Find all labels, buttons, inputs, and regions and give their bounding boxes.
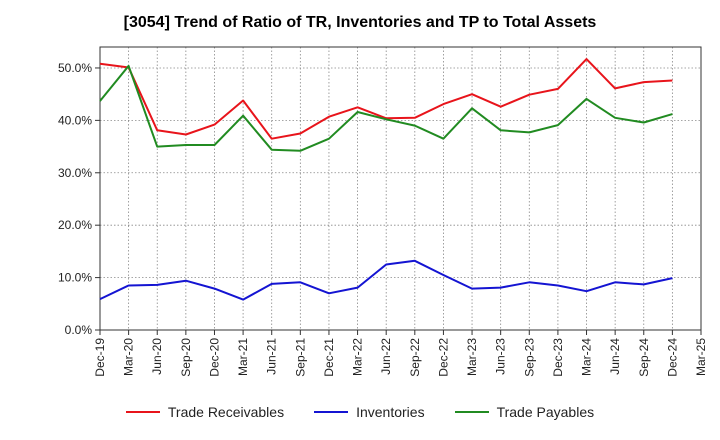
y-tick-label: 10.0% — [58, 271, 92, 285]
x-tick-label: Dec-20 — [207, 338, 221, 377]
x-tick-label: Dec-19 — [93, 338, 107, 377]
legend: Trade Receivables Inventories Trade Payabl… — [0, 404, 720, 420]
x-tick-label: Mar-20 — [122, 338, 136, 376]
x-tick-label: Dec-23 — [551, 338, 565, 377]
x-tick-label: Sep-24 — [637, 338, 651, 377]
legend-label: Inventories — [356, 404, 425, 420]
x-tick-label: Mar-24 — [580, 338, 594, 376]
legend-label: Trade Receivables — [167, 404, 285, 420]
x-tick-label: Jun-24 — [608, 338, 622, 375]
y-tick-label: 50.0% — [58, 61, 92, 75]
x-tick-label: Sep-22 — [408, 338, 422, 377]
x-tick-label: Jun-23 — [494, 338, 508, 375]
y-tick-label: 40.0% — [58, 113, 92, 127]
y-tick-label: 20.0% — [58, 218, 92, 232]
x-tick-label: Mar-21 — [236, 338, 250, 376]
legend-item: Trade Payables — [454, 404, 595, 420]
legend-swatch — [314, 411, 349, 413]
x-tick-label: Mar-25 — [694, 338, 708, 376]
x-tick-label: Dec-22 — [436, 338, 450, 377]
x-tick-label: Sep-23 — [522, 338, 536, 377]
x-tick-label: Sep-20 — [179, 338, 193, 377]
series-line-trade-payables — [99, 64, 673, 152]
legend-swatch — [125, 411, 160, 413]
axes: 0.0% 10.0% 20.0% 30.0% 40.0% 50.0% Dec-19 Mar-2… — [58, 46, 708, 377]
legend-item: Trade Receivables — [125, 404, 285, 420]
legend-item: Inventories — [314, 404, 425, 420]
x-tick-label: Jun-21 — [265, 338, 279, 375]
x-tick-label: Jun-20 — [150, 338, 164, 375]
y-tick-label: 30.0% — [58, 166, 92, 180]
grid — [100, 47, 701, 330]
x-tick-label: Dec-24 — [665, 338, 679, 377]
plot-frame — [99, 46, 702, 331]
x-tick-label: Sep-21 — [293, 338, 307, 377]
legend-swatch — [454, 411, 489, 413]
x-tick-label: Mar-22 — [351, 338, 365, 376]
y-tick-label: 0.0% — [65, 323, 93, 337]
series-lines — [99, 58, 673, 301]
x-tick-label: Dec-21 — [322, 338, 336, 377]
x-tick-label: Jun-22 — [379, 338, 393, 375]
x-tick-label: Mar-23 — [465, 338, 479, 376]
series-line-inventories — [99, 259, 673, 301]
chart-title: [3054] Trend of Ratio of TR, Inventories… — [123, 14, 597, 31]
legend-label: Trade Payables — [496, 404, 595, 420]
